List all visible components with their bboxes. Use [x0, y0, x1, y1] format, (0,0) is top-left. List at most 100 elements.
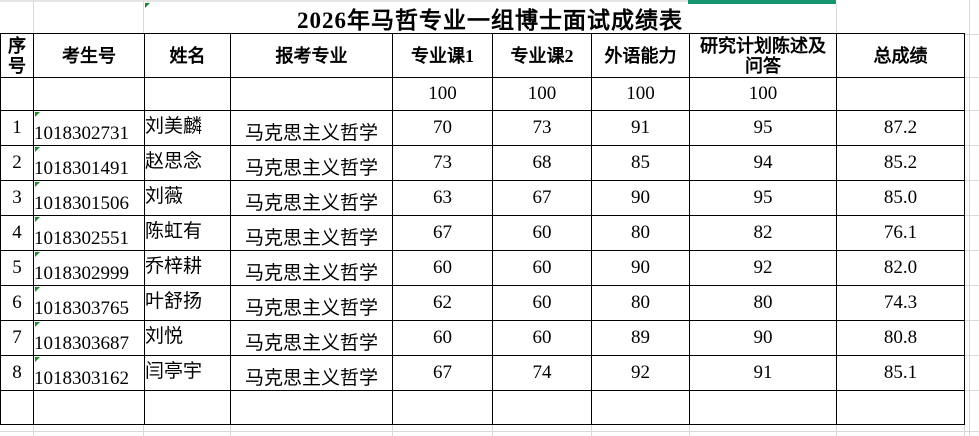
cell[interactable] [230, 77, 393, 111]
cell-foreign-language[interactable]: 89 [591, 320, 690, 356]
cell-course1[interactable]: 63 [392, 180, 493, 216]
cell-name[interactable]: 陈虹有 [144, 215, 231, 251]
cell-major[interactable]: 马克思主义哲学 [230, 110, 393, 146]
cell-course2[interactable]: 67 [492, 180, 592, 216]
cell-total[interactable] [836, 390, 965, 425]
cell-name[interactable] [144, 390, 231, 425]
cell-foreign-language[interactable]: 92 [591, 355, 690, 391]
cell-research-plan[interactable] [689, 390, 837, 425]
cell-course1[interactable]: 67 [392, 355, 493, 391]
cell-max-research-plan[interactable]: 100 [689, 77, 837, 111]
cell-total[interactable]: 80.8 [836, 320, 965, 356]
cell-research-plan[interactable]: 95 [689, 110, 837, 146]
cell-course2[interactable]: 74 [492, 355, 592, 391]
cell[interactable] [33, 77, 145, 111]
cell-research-plan[interactable]: 92 [689, 250, 837, 286]
cell-seq[interactable]: 8 [0, 355, 34, 391]
cell-name[interactable]: 乔梓耕 [144, 250, 231, 286]
cell-seq[interactable] [0, 390, 34, 425]
cell-course1[interactable]: 60 [392, 250, 493, 286]
title-cell[interactable]: 2026年马哲专业一组博士面试成绩表 [144, 2, 836, 33]
cell-candidate-id[interactable]: 1018302551 [33, 215, 145, 251]
cell-total[interactable]: 85.1 [836, 355, 965, 391]
col-header-total[interactable]: 总成绩 [836, 33, 965, 78]
cell-major[interactable]: 马克思主义哲学 [230, 285, 393, 321]
cell-name[interactable]: 叶舒扬 [144, 285, 231, 321]
cell-course2[interactable] [492, 390, 592, 425]
col-header-course1[interactable]: 专业课1 [392, 33, 493, 78]
cell-candidate-id[interactable]: 1018303687 [33, 320, 145, 356]
cell-candidate-id[interactable]: 1018302731 [33, 110, 145, 146]
cell-research-plan[interactable]: 90 [689, 320, 837, 356]
col-header-major[interactable]: 报考专业 [230, 33, 393, 78]
cell-seq[interactable]: 7 [0, 320, 34, 356]
cell-major[interactable]: 马克思主义哲学 [230, 145, 393, 181]
cell-major[interactable]: 马克思主义哲学 [230, 180, 393, 216]
cell-course1[interactable] [392, 390, 493, 425]
col-header-candidate-id[interactable]: 考生号 [33, 33, 145, 78]
cell-major[interactable]: 马克思主义哲学 [230, 355, 393, 391]
cell-course2[interactable]: 60 [492, 285, 592, 321]
cell-seq[interactable]: 4 [0, 215, 34, 251]
cell-total[interactable]: 76.1 [836, 215, 965, 251]
cell-candidate-id[interactable]: 1018302999 [33, 250, 145, 286]
cell-course2[interactable]: 68 [492, 145, 592, 181]
cell-course2[interactable]: 73 [492, 110, 592, 146]
cell-candidate-id[interactable]: 1018301491 [33, 145, 145, 181]
cell-total[interactable]: 87.2 [836, 110, 965, 146]
col-header-seq[interactable]: 序 号 [0, 33, 34, 78]
cell-course1[interactable]: 67 [392, 215, 493, 251]
cell-course2[interactable]: 60 [492, 250, 592, 286]
col-header-foreign-language[interactable]: 外语能力 [591, 33, 690, 78]
cell-research-plan[interactable]: 80 [689, 285, 837, 321]
cell-foreign-language[interactable]: 91 [591, 110, 690, 146]
cell-seq[interactable]: 1 [0, 110, 34, 146]
cell[interactable] [144, 77, 231, 111]
cell-name[interactable]: 刘美麟 [144, 110, 231, 146]
cell-foreign-language[interactable]: 80 [591, 215, 690, 251]
cell-candidate-id[interactable] [33, 390, 145, 425]
cell-name[interactable]: 赵思念 [144, 145, 231, 181]
cell-seq[interactable]: 6 [0, 285, 34, 321]
cell[interactable] [0, 77, 34, 111]
cell-foreign-language[interactable]: 90 [591, 180, 690, 216]
col-header-research-plan[interactable]: 研究计划陈述及 问答 [689, 33, 837, 78]
cell-max-course1[interactable]: 100 [392, 77, 493, 111]
cell-name[interactable]: 刘薇 [144, 180, 231, 216]
cell-course2[interactable]: 60 [492, 215, 592, 251]
cell-name[interactable]: 刘悦 [144, 320, 231, 356]
cell-max-course2[interactable]: 100 [492, 77, 592, 111]
cell-name[interactable]: 闫亭宇 [144, 355, 231, 391]
col-header-name[interactable]: 姓名 [144, 33, 231, 78]
cell-seq[interactable]: 5 [0, 250, 34, 286]
cell-course1[interactable]: 62 [392, 285, 493, 321]
cell-course2[interactable]: 60 [492, 320, 592, 356]
cell-candidate-id[interactable]: 1018301506 [33, 180, 145, 216]
cell-foreign-language[interactable]: 90 [591, 250, 690, 286]
cell-major[interactable]: 马克思主义哲学 [230, 215, 393, 251]
cell-total[interactable]: 85.2 [836, 145, 965, 181]
cell-total[interactable]: 74.3 [836, 285, 965, 321]
cell-total[interactable]: 85.0 [836, 180, 965, 216]
cell-major[interactable]: 马克思主义哲学 [230, 320, 393, 356]
cell-course1[interactable]: 73 [392, 145, 493, 181]
cell-total[interactable]: 82.0 [836, 250, 965, 286]
cell[interactable] [836, 77, 965, 111]
cell-research-plan[interactable]: 94 [689, 145, 837, 181]
cell-course1[interactable]: 70 [392, 110, 493, 146]
cell-seq[interactable]: 3 [0, 180, 34, 216]
cell-candidate-id[interactable]: 1018303765 [33, 285, 145, 321]
cell-research-plan[interactable]: 95 [689, 180, 837, 216]
cell-major[interactable] [230, 390, 393, 425]
cell-research-plan[interactable]: 82 [689, 215, 837, 251]
col-header-course2[interactable]: 专业课2 [492, 33, 592, 78]
cell-major[interactable]: 马克思主义哲学 [230, 250, 393, 286]
cell-foreign-language[interactable]: 80 [591, 285, 690, 321]
cell-seq[interactable]: 2 [0, 145, 34, 181]
cell-max-foreign-language[interactable]: 100 [591, 77, 690, 111]
cell-course1[interactable]: 60 [392, 320, 493, 356]
cell-foreign-language[interactable] [591, 390, 690, 425]
cell-research-plan[interactable]: 91 [689, 355, 837, 391]
cell-foreign-language[interactable]: 85 [591, 145, 690, 181]
cell-candidate-id[interactable]: 1018303162 [33, 355, 145, 391]
